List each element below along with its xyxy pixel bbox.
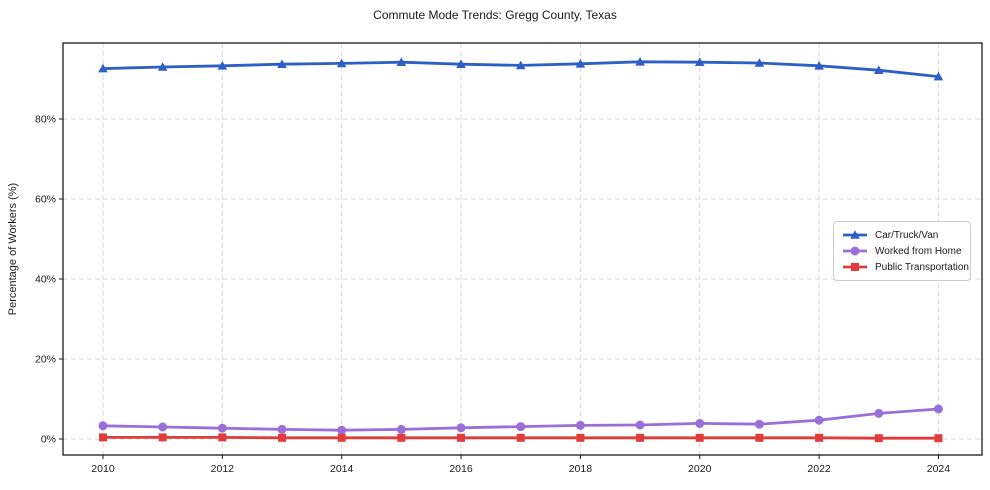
y-tick-label: 0% bbox=[41, 434, 56, 446]
data-point-public-transportation bbox=[755, 433, 764, 442]
data-point-worked-from-home bbox=[217, 423, 227, 433]
legend-label: Worked from Home bbox=[875, 245, 962, 257]
data-point-car-truck-van bbox=[754, 58, 765, 67]
data-point-worked-from-home bbox=[98, 421, 108, 431]
legend-triangle-up-icon bbox=[843, 230, 867, 239]
legend-circle-icon bbox=[843, 246, 867, 256]
data-point-worked-from-home bbox=[456, 423, 466, 433]
legend-square-icon bbox=[843, 263, 867, 271]
data-point-worked-from-home bbox=[158, 422, 168, 432]
data-point-car-truck-van bbox=[98, 63, 108, 73]
data-point-public-transportation bbox=[98, 433, 107, 442]
data-point-public-transportation bbox=[337, 433, 346, 442]
data-point-car-truck-van bbox=[635, 57, 645, 66]
data-point-worked-from-home bbox=[814, 415, 824, 425]
legend-marker-car-truck-van bbox=[850, 230, 860, 239]
chart-title: Commute Mode Trends: Gregg County, Texas bbox=[373, 8, 617, 22]
data-point-public-transportation bbox=[874, 434, 883, 443]
data-point-public-transportation bbox=[815, 433, 824, 442]
x-tick-label: 2024 bbox=[927, 463, 951, 475]
data-point-worked-from-home bbox=[575, 420, 585, 430]
x-tick-label: 2010 bbox=[91, 463, 115, 475]
plot-frame bbox=[62, 42, 983, 456]
legend-label: Public Transportation bbox=[875, 261, 969, 273]
data-point-public-transportation bbox=[516, 433, 525, 442]
data-point-worked-from-home bbox=[874, 408, 884, 418]
legend: Car/Truck/Van Worked from Home Public Tran… bbox=[833, 221, 971, 281]
data-point-public-transportation bbox=[457, 433, 466, 442]
x-tick-label: 2018 bbox=[569, 463, 593, 475]
data-point-car-truck-van bbox=[575, 59, 586, 68]
data-point-public-transportation bbox=[695, 433, 704, 442]
data-point-car-truck-van bbox=[873, 65, 884, 74]
data-point-car-truck-van bbox=[933, 71, 944, 81]
data-point-worked-from-home bbox=[277, 424, 287, 434]
data-point-public-transportation bbox=[934, 434, 943, 443]
data-point-car-truck-van bbox=[336, 58, 347, 68]
x-tick-label: 2012 bbox=[211, 463, 235, 475]
data-point-car-truck-van bbox=[456, 59, 466, 68]
data-point-public-transportation bbox=[636, 433, 645, 442]
data-point-worked-from-home bbox=[337, 425, 347, 435]
data-point-public-transportation bbox=[278, 433, 287, 442]
data-point-car-truck-van bbox=[217, 61, 228, 70]
data-point-car-truck-van bbox=[814, 61, 824, 70]
data-point-public-transportation bbox=[576, 433, 585, 442]
data-point-worked-from-home bbox=[396, 424, 406, 434]
data-point-car-truck-van bbox=[396, 57, 407, 66]
legend-item-worked-from-home: Worked from Home bbox=[841, 243, 963, 259]
legend-label: Car/Truck/Van bbox=[875, 229, 939, 241]
data-point-public-transportation bbox=[218, 433, 227, 442]
data-point-worked-from-home bbox=[933, 404, 943, 414]
data-point-public-transportation bbox=[397, 433, 406, 442]
legend-item-public-transportation: Public Transportation bbox=[841, 259, 969, 275]
data-point-public-transportation bbox=[158, 433, 167, 442]
data-point-car-truck-van bbox=[515, 60, 526, 70]
x-tick-label: 2014 bbox=[330, 463, 354, 475]
y-tick-label: 80% bbox=[35, 114, 56, 126]
data-point-worked-from-home bbox=[635, 420, 645, 430]
legend-item-car-truck-van: Car/Truck/Van bbox=[841, 227, 963, 243]
y-tick-label: 20% bbox=[35, 354, 56, 366]
x-tick-label: 2022 bbox=[807, 463, 831, 475]
legend-marker-public-transportation bbox=[851, 263, 859, 271]
y-tick-label: 60% bbox=[35, 194, 56, 206]
data-point-car-truck-van bbox=[157, 62, 168, 71]
data-point-worked-from-home bbox=[516, 422, 526, 432]
x-tick-label: 2020 bbox=[688, 463, 712, 475]
data-point-car-truck-van bbox=[277, 59, 287, 68]
y-tick-label: 40% bbox=[35, 274, 56, 286]
data-point-car-truck-van bbox=[694, 57, 705, 66]
data-point-worked-from-home bbox=[754, 419, 764, 429]
x-tick-label: 2016 bbox=[449, 463, 473, 475]
data-point-worked-from-home bbox=[695, 418, 705, 428]
legend-marker-worked-from-home bbox=[850, 246, 860, 256]
